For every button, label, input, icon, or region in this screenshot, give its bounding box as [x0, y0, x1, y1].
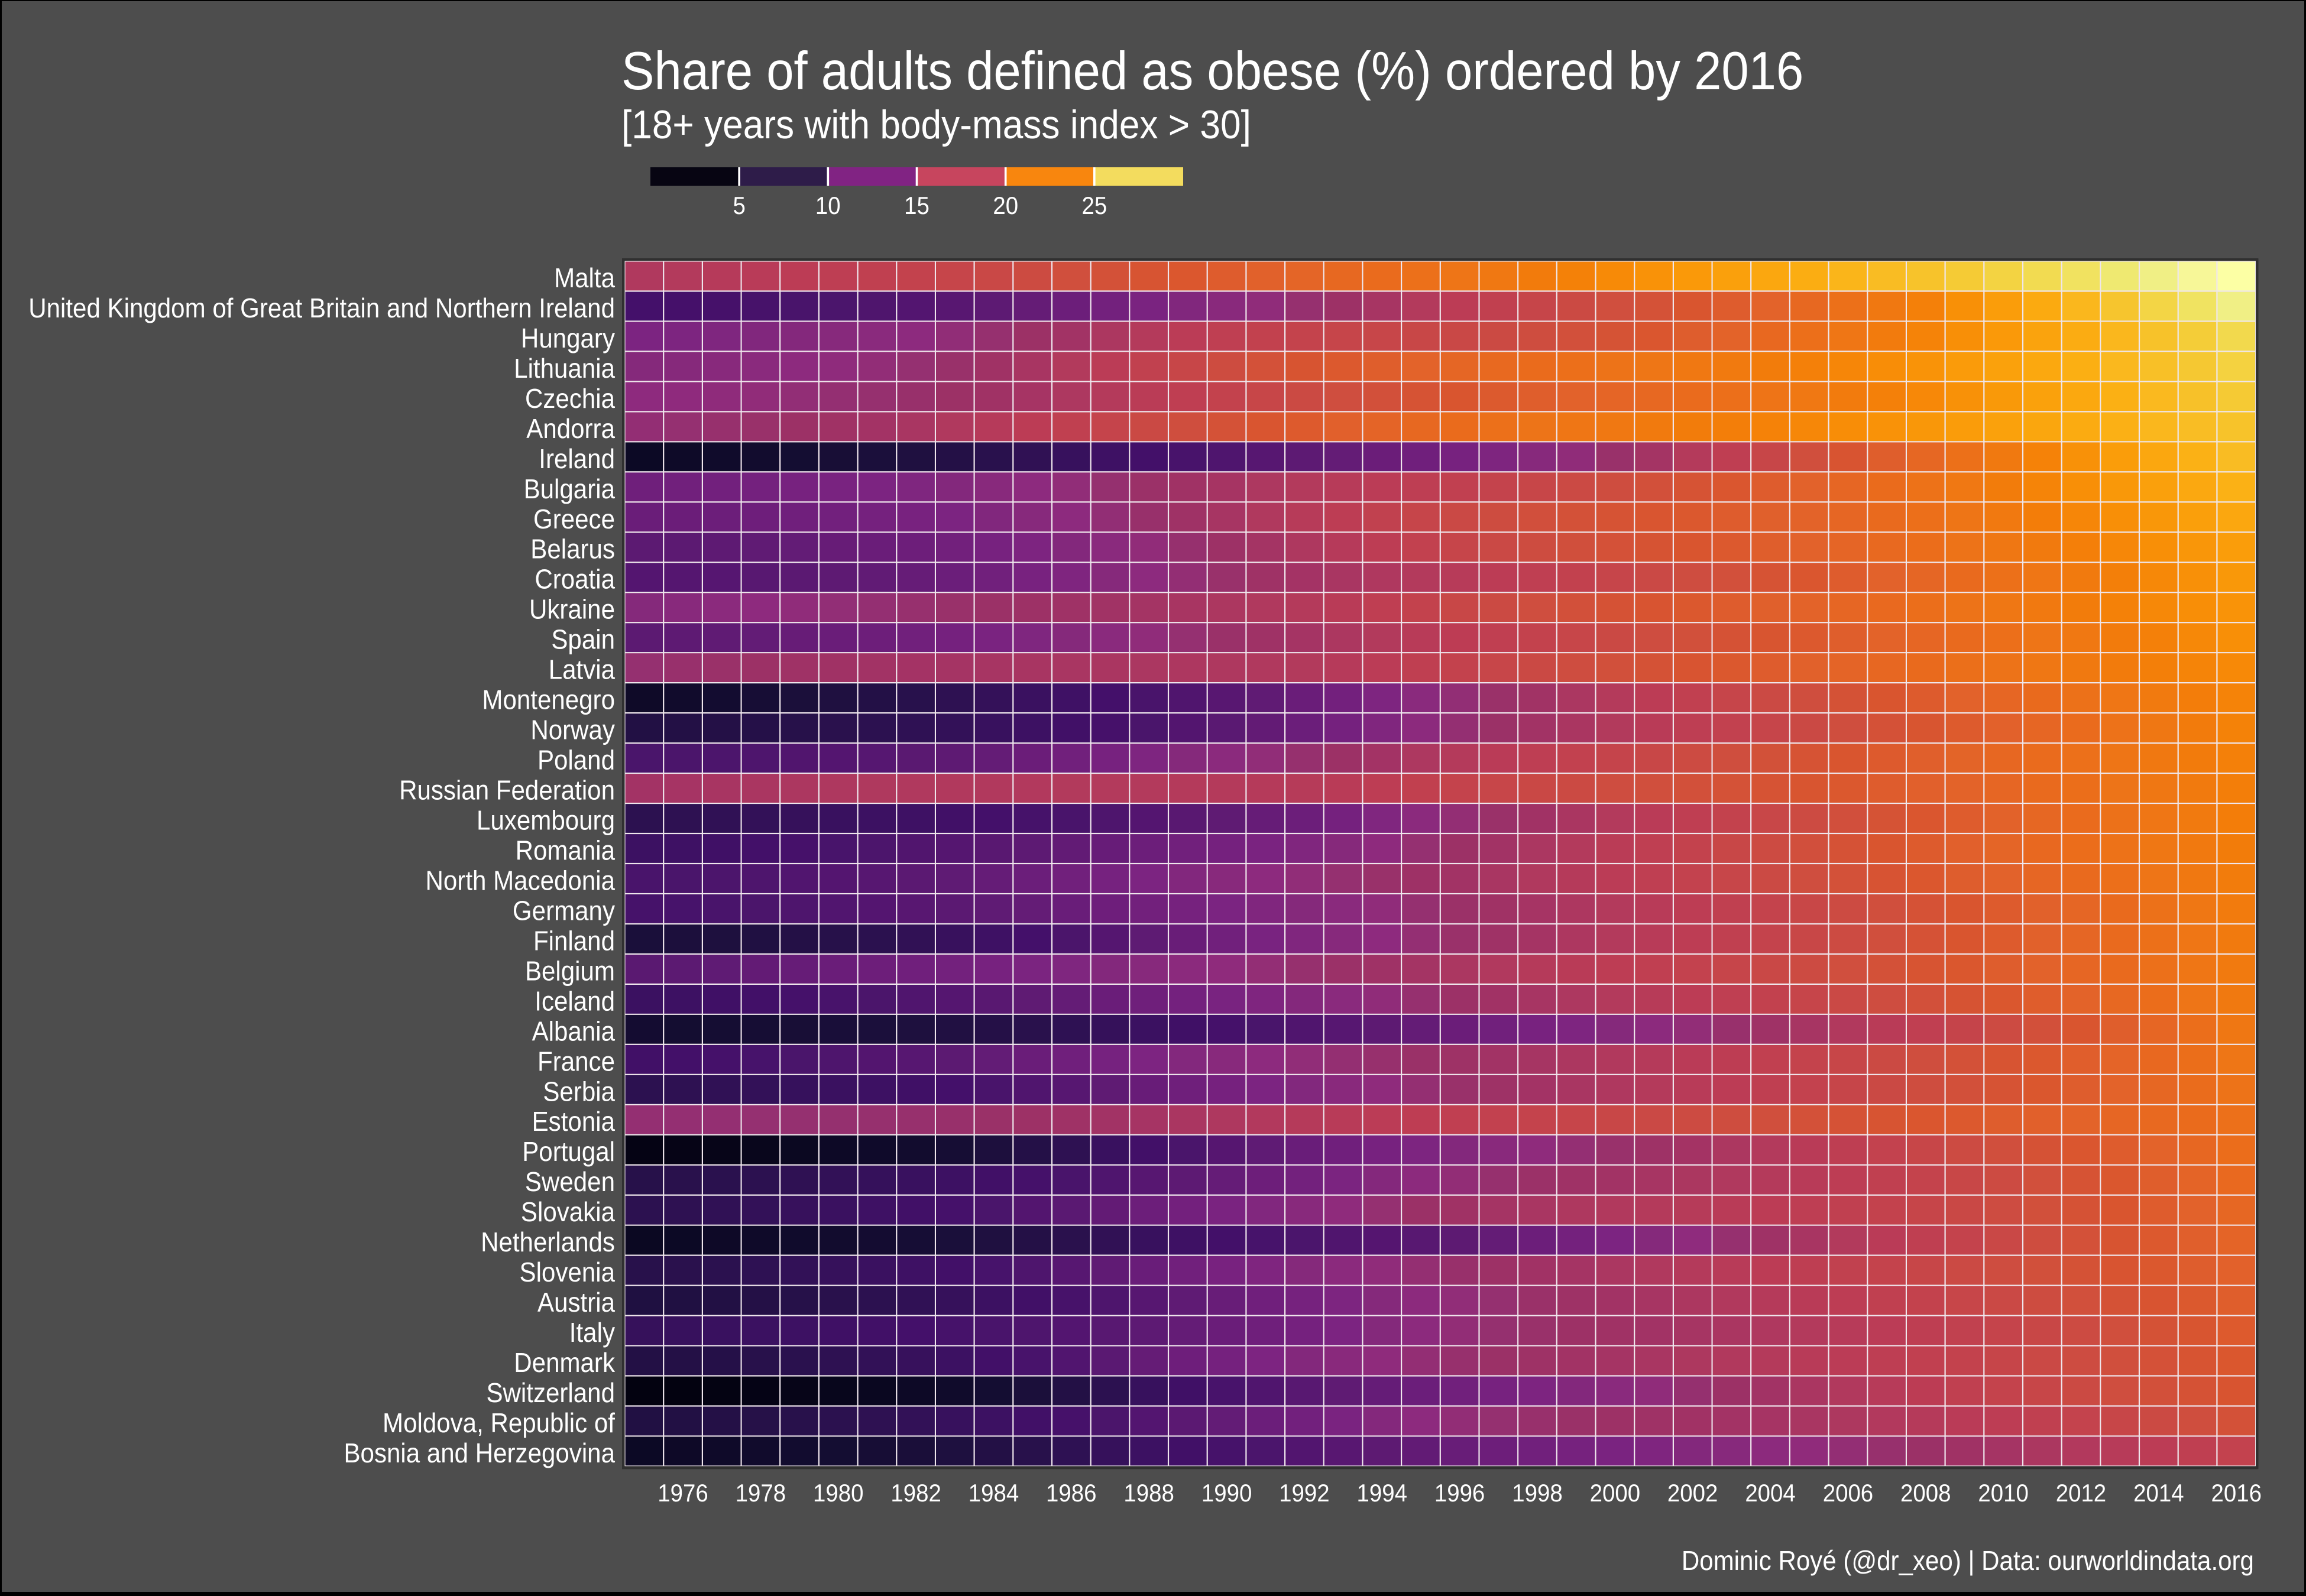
svg-text:Malta: Malta [554, 263, 615, 293]
svg-text:Moldova, Republic of: Moldova, Republic of [383, 1408, 616, 1438]
svg-text:Albania: Albania [532, 1017, 616, 1047]
svg-text:Germany: Germany [513, 896, 615, 926]
svg-text:Greece: Greece [533, 504, 615, 534]
svg-text:2010: 2010 [1978, 1479, 2028, 1507]
svg-text:1990: 1990 [1201, 1479, 1252, 1507]
svg-text:Estonia: Estonia [532, 1107, 616, 1137]
svg-text:Netherlands: Netherlands [481, 1227, 615, 1257]
svg-text:Slovenia: Slovenia [520, 1257, 616, 1287]
svg-text:Bosnia and Herzegovina: Bosnia and Herzegovina [344, 1438, 615, 1468]
svg-text:Croatia: Croatia [535, 565, 615, 595]
svg-text:1976: 1976 [658, 1479, 708, 1507]
svg-text:15: 15 [904, 192, 929, 219]
svg-text:Belgium: Belgium [525, 956, 615, 987]
svg-text:1992: 1992 [1279, 1479, 1329, 1507]
svg-text:Serbia: Serbia [543, 1077, 615, 1107]
svg-text:1984: 1984 [969, 1479, 1019, 1507]
svg-text:Portugal: Portugal [522, 1137, 615, 1167]
svg-text:Bulgaria: Bulgaria [524, 474, 616, 504]
svg-text:Hungary: Hungary [521, 323, 615, 353]
svg-text:2004: 2004 [1745, 1479, 1795, 1507]
svg-text:Norway: Norway [530, 715, 615, 745]
svg-text:North Macedonia: North Macedonia [426, 866, 616, 896]
svg-text:Spain: Spain [551, 625, 615, 655]
svg-text:2014: 2014 [2133, 1479, 2184, 1507]
svg-text:[18+ years with body-mass inde: [18+ years with body-mass index > 30] [621, 102, 1251, 147]
svg-text:20: 20 [993, 192, 1018, 219]
svg-text:1978: 1978 [736, 1479, 786, 1507]
svg-text:5: 5 [733, 192, 745, 219]
svg-text:Poland: Poland [537, 745, 615, 776]
svg-text:Sweden: Sweden [525, 1167, 615, 1198]
svg-text:Latvia: Latvia [549, 655, 616, 685]
svg-text:1998: 1998 [1512, 1479, 1562, 1507]
svg-text:2008: 2008 [1900, 1479, 1951, 1507]
svg-text:2012: 2012 [2056, 1479, 2106, 1507]
svg-text:Ukraine: Ukraine [529, 595, 615, 625]
svg-text:2016: 2016 [2211, 1479, 2262, 1507]
svg-text:1986: 1986 [1046, 1479, 1096, 1507]
svg-text:Russian Federation: Russian Federation [399, 776, 615, 806]
svg-text:France: France [537, 1047, 615, 1077]
svg-text:Andorra: Andorra [526, 414, 615, 444]
svg-text:Italy: Italy [569, 1318, 615, 1348]
svg-text:Luxembourg: Luxembourg [477, 806, 615, 836]
svg-text:25: 25 [1081, 192, 1107, 219]
svg-text:Lithuania: Lithuania [514, 353, 615, 384]
svg-text:Dominic Royé (@dr_xeo) | Data:: Dominic Royé (@dr_xeo) | Data: ourworldi… [1682, 1546, 2254, 1576]
svg-text:1982: 1982 [890, 1479, 941, 1507]
svg-text:Ireland: Ireland [539, 444, 615, 474]
svg-text:1996: 1996 [1434, 1479, 1485, 1507]
svg-text:Czechia: Czechia [525, 384, 615, 414]
svg-text:1994: 1994 [1357, 1479, 1407, 1507]
svg-text:United Kingdom of Great Britai: United Kingdom of Great Britain and Nort… [28, 293, 615, 323]
svg-text:2000: 2000 [1590, 1479, 1640, 1507]
svg-text:Switzerland: Switzerland [486, 1378, 615, 1408]
svg-text:1980: 1980 [813, 1479, 863, 1507]
svg-text:Montenegro: Montenegro [482, 685, 615, 715]
svg-text:Slovakia: Slovakia [521, 1197, 616, 1227]
svg-text:Share of adults defined as obe: Share of adults defined as obese (%) ord… [621, 41, 1803, 101]
svg-text:10: 10 [815, 192, 841, 219]
svg-text:Romania: Romania [516, 836, 616, 866]
svg-text:Finland: Finland [533, 926, 615, 956]
svg-text:2006: 2006 [1823, 1479, 1873, 1507]
svg-text:2002: 2002 [1667, 1479, 1718, 1507]
svg-text:Iceland: Iceland [535, 987, 615, 1017]
svg-text:Austria: Austria [537, 1287, 615, 1318]
svg-text:Belarus: Belarus [530, 534, 615, 565]
svg-text:Denmark: Denmark [514, 1348, 616, 1378]
svg-text:1988: 1988 [1123, 1479, 1174, 1507]
